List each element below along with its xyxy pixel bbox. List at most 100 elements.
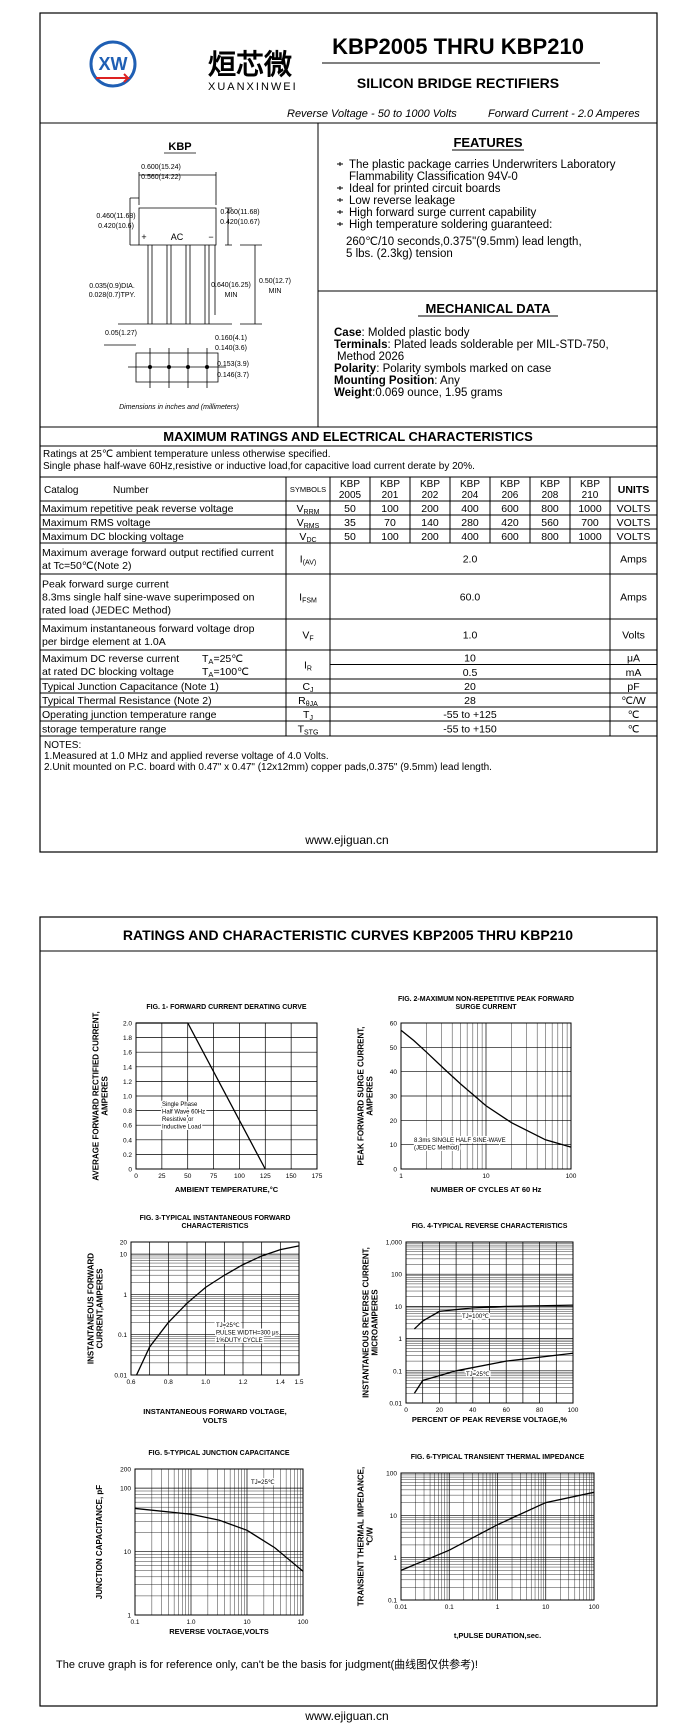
y-tick-label: 0.4: [123, 1137, 132, 1144]
figure-6: [400, 1472, 595, 1601]
package-outline: [138, 207, 217, 246]
x-tick-label: 20: [436, 1407, 444, 1414]
value: 1000: [578, 531, 602, 543]
parameter: Maximum DC blocking voltage: [42, 531, 184, 543]
text-part: Mounting Position: [334, 375, 434, 387]
text-part: R: [298, 695, 306, 707]
curve: [400, 1029, 572, 1148]
text-part: : Any: [434, 375, 460, 387]
text-part: Terminals: [334, 339, 387, 351]
y-tick-label: 10: [124, 1549, 132, 1556]
package-pin: [167, 365, 171, 369]
plot-frame: [400, 1472, 595, 1601]
column-header: SYMBOLS: [290, 485, 326, 494]
column-header: KBP: [500, 479, 520, 490]
unit: VOLTS: [617, 517, 651, 529]
text-part: Method 2026: [337, 351, 404, 363]
value: -55 to +125: [443, 709, 497, 721]
text-part: I: [304, 660, 307, 672]
column-header: KBP: [380, 479, 400, 490]
parameter: Operating junction temperature range: [42, 709, 217, 721]
feature-detail: 260℃/10 seconds,0.375"(9.5mm) lead lengt…: [346, 236, 582, 248]
y-tick-label: 50: [390, 1045, 398, 1052]
x-axis-label: VOLTS: [203, 1416, 227, 1425]
y-axis-label: AMPERES: [101, 1076, 110, 1116]
text-part: Polarity: [334, 363, 377, 375]
dimension-label: 0.153(3.9): [217, 361, 249, 368]
figure-title: FIG. 4-TYPICAL REVERSE CHARACTERISTICS: [412, 1223, 568, 1230]
symbol: CJ: [302, 681, 313, 694]
value: 400: [461, 503, 479, 515]
text-part: :0.069 ounce, 1.95 grams: [372, 387, 503, 399]
x-axis-label: INSTANTANEOUS FORWARD VOLTAGE,: [143, 1407, 286, 1416]
y-tick-label: 0: [128, 1167, 132, 1174]
annotation: TJ=25℃: [251, 1480, 275, 1486]
value: 140: [421, 517, 439, 529]
unit: μA: [627, 652, 640, 664]
curve: [400, 1491, 595, 1572]
value: 800: [541, 531, 559, 543]
rating-summary: Forward Current - 2.0 Amperes: [488, 108, 640, 120]
x-tick-label: 0.1: [445, 1604, 454, 1611]
logo-mark: XW: [99, 54, 128, 74]
logo-pinyin: XUANXINWEI: [208, 81, 298, 93]
y-tick-label: 1.0: [123, 1094, 132, 1101]
y-tick-label: 0: [393, 1167, 397, 1174]
package-pin: [148, 365, 152, 369]
column-header: KBP: [340, 479, 360, 490]
text-part: I: [299, 592, 302, 604]
text-part: FSM: [302, 598, 317, 605]
figure-3: [130, 1241, 300, 1376]
value: 100: [381, 503, 399, 515]
package-pin: [186, 365, 190, 369]
x-tick-label: 100: [234, 1173, 245, 1180]
text-part: =100℃: [213, 666, 249, 678]
parameter: at Tc=50℃(Note 2): [42, 560, 132, 572]
x-tick-label: 0.1: [130, 1619, 139, 1626]
unit: Volts: [622, 630, 645, 642]
text-part: θJA: [306, 701, 318, 708]
text-part: T: [298, 724, 305, 736]
parameter: storage temperature range: [42, 724, 166, 736]
column-header: 206: [502, 490, 519, 501]
parameter: Maximum RMS voltage: [42, 517, 151, 529]
value: 70: [384, 517, 396, 529]
figure-title: CHARACTERISTICS: [182, 1223, 249, 1230]
plot-frame: [135, 1022, 318, 1170]
figure-title: FIG. 1- FORWARD CURRENT DERATING CURVE: [146, 1004, 307, 1011]
parameter: Peak forward surge current: [42, 579, 169, 591]
page-frame: [39, 916, 658, 1707]
text-part: V: [302, 630, 309, 642]
dimension-label: 0.140(3.6): [215, 345, 247, 352]
x-tick-label: 25: [158, 1173, 166, 1180]
figure-2: [400, 1022, 572, 1170]
package-outline: [225, 207, 232, 246]
text-part: J: [309, 715, 313, 722]
annotation: Single Phase: [162, 1102, 198, 1108]
value: 50: [344, 503, 356, 515]
x-tick-label: 100: [298, 1619, 309, 1626]
parameter: Maximum DC reverse current: [42, 653, 179, 665]
dimension-label: 0.600(15.24): [141, 164, 181, 171]
y-axis-label: AMPERES: [366, 1076, 375, 1116]
annotation: TJ=25℃: [216, 1323, 240, 1329]
feature: High temperature soldering guaranteed:: [349, 219, 552, 231]
y-tick-label: 1: [123, 1292, 127, 1299]
feature-detail: 5 lbs. (2.3kg) tension: [346, 248, 453, 260]
logo-name: 烜芯微: [208, 49, 292, 80]
dimension-label: 0.035(0.9)DIA.: [89, 283, 135, 290]
value: 600: [501, 531, 519, 543]
x-tick-label: 10: [542, 1604, 550, 1611]
y-tick-label: 0.1: [118, 1332, 127, 1339]
mechanical-item: Weight:0.069 ounce, 1.95 grams: [334, 387, 503, 399]
x-tick-label: 1.2: [238, 1379, 247, 1386]
bullet: [337, 186, 343, 190]
y-tick-label: 40: [390, 1069, 398, 1076]
mechanical-item: Terminals: Plated leads solderable per M…: [334, 339, 609, 351]
y-axis-label: JUNCTION CAPACITANCE, pF: [95, 1485, 104, 1599]
text-part: A: [208, 670, 213, 679]
x-tick-label: 100: [566, 1173, 577, 1180]
logo-ring: [89, 40, 137, 88]
unit: ℃: [628, 724, 640, 736]
curve: [413, 1304, 574, 1330]
